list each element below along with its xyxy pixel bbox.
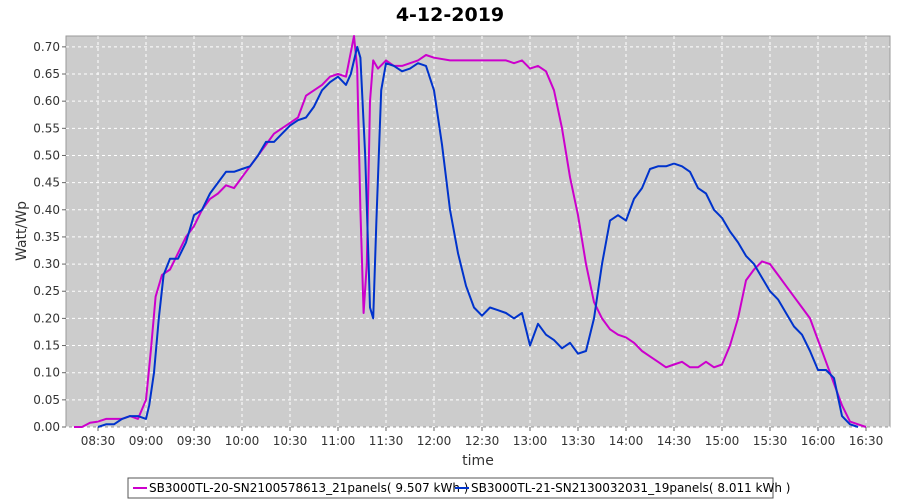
y-tick-label: 0.50: [33, 148, 60, 162]
x-tick-label: 13:00: [513, 434, 548, 448]
y-tick-label: 0.15: [33, 339, 60, 353]
x-tick-label: 09:00: [129, 434, 164, 448]
y-tick-label: 0.40: [33, 203, 60, 217]
x-tick-label: 12:00: [417, 434, 452, 448]
x-tick-label: 16:30: [849, 434, 884, 448]
y-tick-label: 0.55: [33, 121, 60, 135]
legend-label-1: SB3000TL-20-SN2100578613_21panels( 9.507…: [149, 481, 468, 495]
legend: SB3000TL-20-SN2100578613_21panels( 9.507…: [127, 477, 790, 499]
series-lines: [74, 35, 867, 428]
x-tick-label: 16:00: [801, 434, 836, 448]
y-tick-label: 0.00: [33, 420, 60, 434]
x-tick-label: 13:30: [561, 434, 596, 448]
x-tick-label: 15:00: [705, 434, 740, 448]
y-tick-label: 0.10: [33, 366, 60, 380]
x-axis-label: time: [462, 453, 494, 469]
y-tick-label: 0.65: [33, 67, 60, 81]
grid: [66, 36, 890, 428]
x-tick-label: 11:30: [369, 434, 404, 448]
y-tick-label: 0.70: [33, 40, 60, 54]
x-tick-label: 10:30: [273, 434, 308, 448]
y-tick-label: 0.30: [33, 257, 60, 271]
x-axis-ticks: 08:30 09:00 09:30 10:00 10:30 11:00 11:30 12:00…: [81, 427, 884, 448]
x-tick-label: 14:30: [657, 434, 692, 448]
y-axis-label: Watt/Wp: [14, 201, 30, 261]
y-tick-label: 0.35: [33, 230, 60, 244]
y-tick-label: 0.20: [33, 311, 60, 325]
y-axis-ticks: 0.00 0.05 0.10 0.15 0.20 0.25 0.30 0.35 0.40 0.45…: [33, 40, 66, 434]
chart-title: 4-12-2019: [396, 4, 504, 26]
x-tick-label: 15:30: [753, 434, 788, 448]
series-line-2: [97, 45, 859, 428]
y-tick-label: 0.05: [33, 393, 60, 407]
y-tick-label: 0.60: [33, 94, 60, 108]
x-tick-label: 09:30: [177, 434, 212, 448]
x-tick-label: 08:30: [81, 434, 116, 448]
x-tick-label: 12:30: [465, 434, 500, 448]
legend-label-2: SB3000TL-21-SN2130032031_19panels( 8.011…: [471, 481, 790, 495]
x-tick-label: 14:00: [609, 434, 644, 448]
y-tick-label: 0.25: [33, 284, 60, 298]
legend-box: [127, 477, 774, 499]
x-tick-label: 10:00: [225, 434, 260, 448]
x-tick-label: 11:00: [321, 434, 356, 448]
y-tick-label: 0.45: [33, 176, 60, 190]
series-line-1: [74, 35, 867, 428]
